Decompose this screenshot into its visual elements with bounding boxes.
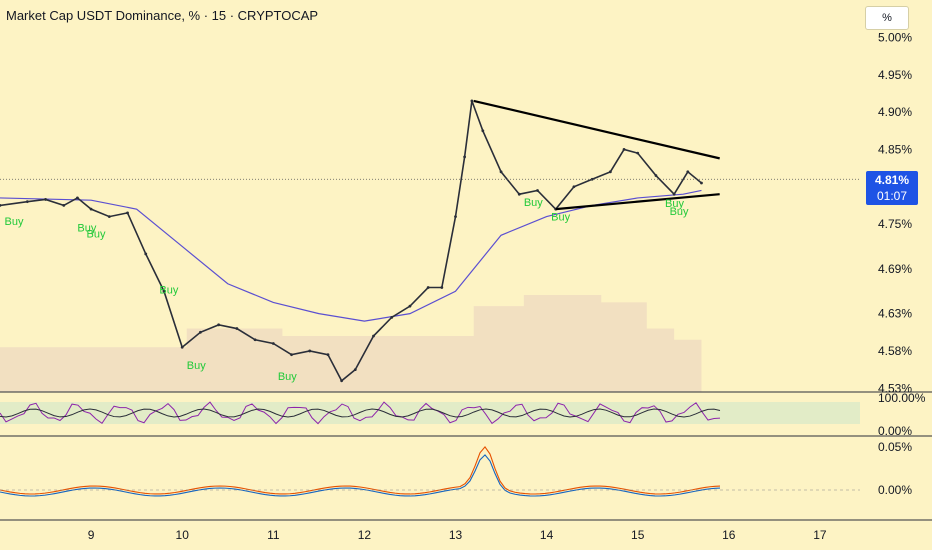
triangle-trendlines [473, 99, 720, 211]
trendline-upper [473, 99, 720, 160]
price-point [672, 192, 676, 196]
price-point [89, 207, 93, 211]
price-point [308, 349, 312, 353]
price-point [454, 215, 457, 218]
oscillator-line-d [0, 408, 721, 418]
price-point [686, 170, 690, 174]
price-point [126, 211, 129, 215]
price-point [700, 181, 703, 185]
price-point [107, 215, 111, 218]
price-point [463, 155, 467, 159]
y-tick-label: 4.58% [878, 344, 912, 358]
price-point [76, 196, 79, 200]
current-price-badge: 4.81% 01:07 [866, 171, 918, 205]
price-point [608, 170, 612, 174]
percent-scale-button[interactable]: % [865, 6, 909, 30]
oscillator-panes [0, 391, 932, 497]
x-tick-label: 14 [540, 528, 554, 542]
buy-label: Buy [551, 211, 570, 223]
buy-label: Buy [159, 284, 178, 296]
y-tick-label: 4.63% [878, 307, 912, 321]
price-point [590, 177, 594, 181]
price-point [426, 286, 430, 289]
price-point [162, 289, 166, 293]
buy-label: Buy [87, 228, 106, 240]
price-point [25, 200, 29, 204]
price-point [253, 338, 257, 342]
price-point [290, 353, 293, 357]
price-point [481, 129, 485, 133]
oscillator-band [0, 402, 860, 424]
price-point [440, 286, 444, 289]
price-point [390, 315, 394, 319]
buy-label: Buy [665, 198, 684, 210]
price-point [62, 204, 66, 207]
volume-profile-area [0, 294, 702, 392]
oscillator-tick-label: 100.00% [878, 391, 926, 405]
moving-average [0, 189, 702, 322]
price-point [235, 327, 239, 330]
price-point [0, 204, 2, 207]
macd-tick-label: 0.05% [878, 440, 912, 454]
bar-countdown: 01:07 [876, 189, 908, 203]
trendline-lower [555, 193, 720, 211]
price-point [144, 252, 148, 256]
x-tick-label: 17 [813, 528, 827, 542]
price-point [408, 304, 412, 308]
price-point [180, 345, 184, 349]
price-point [536, 189, 539, 192]
x-tick-label: 16 [722, 528, 736, 542]
y-tick-label: 4.95% [878, 68, 912, 82]
buy-label: Buy [278, 371, 297, 383]
chart-title: Market Cap USDT Dominance, % · 15 · CRYP… [6, 8, 319, 23]
macd-line [0, 446, 721, 495]
signal-line [0, 454, 721, 497]
price-point [271, 342, 275, 345]
macd-tick-label: 0.00% [878, 483, 912, 497]
price-series [0, 99, 860, 383]
price-point [340, 379, 344, 383]
y-tick-label: 4.85% [878, 142, 912, 156]
x-tick-label: 11 [267, 528, 280, 542]
price-point [372, 334, 375, 338]
price-point [199, 330, 202, 334]
moving-average-line [0, 189, 702, 322]
price-point [622, 148, 626, 151]
price-point [353, 368, 357, 372]
x-tick-label: 12 [358, 528, 372, 542]
x-tick-label: 9 [88, 528, 95, 542]
y-tick-label: 4.53% [878, 381, 912, 395]
current-price: 4.81% [874, 173, 910, 187]
price-point [572, 185, 576, 189]
x-tick-label: 15 [631, 528, 645, 542]
volume-profile [0, 294, 702, 392]
price-point [326, 353, 330, 357]
axes: 9 10 11 12 13 14 15 16 17 5.00% 4.95% 4.90% 4.85% 4.7… [0, 30, 932, 542]
price-point [499, 170, 503, 174]
y-tick-label: 4.90% [878, 105, 912, 119]
x-tick-label: 13 [449, 528, 463, 542]
price-point [654, 174, 658, 177]
y-tick-label: 4.69% [878, 262, 912, 276]
oscillator-line-k [0, 401, 721, 425]
buy-label: Buy [524, 197, 543, 209]
y-tick-label: 5.00% [878, 30, 912, 44]
price-point [470, 99, 474, 103]
price-point [44, 198, 47, 201]
x-tick-label: 10 [176, 528, 190, 542]
price-point [517, 192, 521, 196]
price-point [217, 323, 221, 327]
oscillator-tick-label: 0.00% [878, 424, 912, 438]
buy-label: Buy [187, 360, 206, 372]
price-point [636, 151, 640, 155]
buy-label: Buy [5, 216, 24, 228]
y-tick-label: 4.75% [878, 217, 912, 231]
buy-label: Buy [670, 206, 689, 218]
buy-label: Buy [77, 223, 96, 235]
